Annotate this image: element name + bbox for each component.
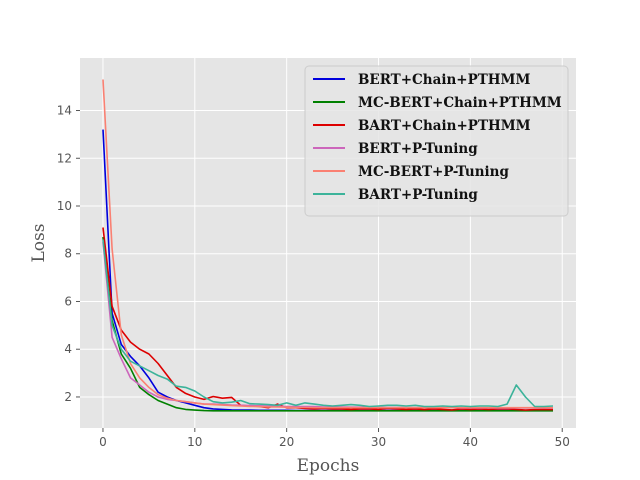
legend-box — [304, 65, 569, 217]
legend-label: BART+Chain+PTHMM — [358, 118, 531, 134]
y-tick-label: 14 — [57, 104, 72, 118]
tick-labels: 0 10 20 30 40 50 2 4 6 8 10 12 14 — [57, 104, 570, 449]
series-line-bart-chain-pthmm — [102, 227, 554, 411]
y-axis-label: Loss — [29, 224, 49, 263]
x-tick-label: 30 — [371, 435, 386, 449]
x-tick-label: 10 — [187, 435, 202, 449]
legend-label: BERT+P-Tuning — [358, 141, 478, 157]
x-tick-label: 20 — [279, 435, 294, 449]
x-tick-label: 40 — [463, 435, 478, 449]
legend-label: MC-BERT+Chain+PTHMM — [358, 95, 562, 111]
y-tick-label: 12 — [57, 151, 72, 165]
legend-label: BART+P-Tuning — [358, 187, 478, 203]
y-tick-label: 4 — [64, 342, 72, 356]
y-tick-label: 6 — [64, 294, 72, 308]
legend: BERT+Chain+PTHMM MC-BERT+Chain+PTHMM BART+… — [304, 65, 569, 217]
series-line-bart-p-tuning — [102, 239, 554, 408]
y-tick-label: 8 — [64, 247, 72, 261]
series-layer — [102, 79, 554, 412]
y-tick-label: 2 — [64, 390, 72, 404]
x-tick-label: 50 — [555, 435, 570, 449]
y-tick-label: 10 — [57, 199, 72, 213]
x-tick-label: 0 — [99, 435, 107, 449]
legend-label: MC-BERT+P-Tuning — [358, 164, 509, 180]
legend-label: BERT+Chain+PTHMM — [358, 72, 530, 88]
series-line-mc-bert-p-tuning — [102, 79, 553, 409]
series-line-mc-bert-chain-pthmm — [102, 236, 553, 412]
x-axis-label: Epochs — [297, 456, 360, 476]
